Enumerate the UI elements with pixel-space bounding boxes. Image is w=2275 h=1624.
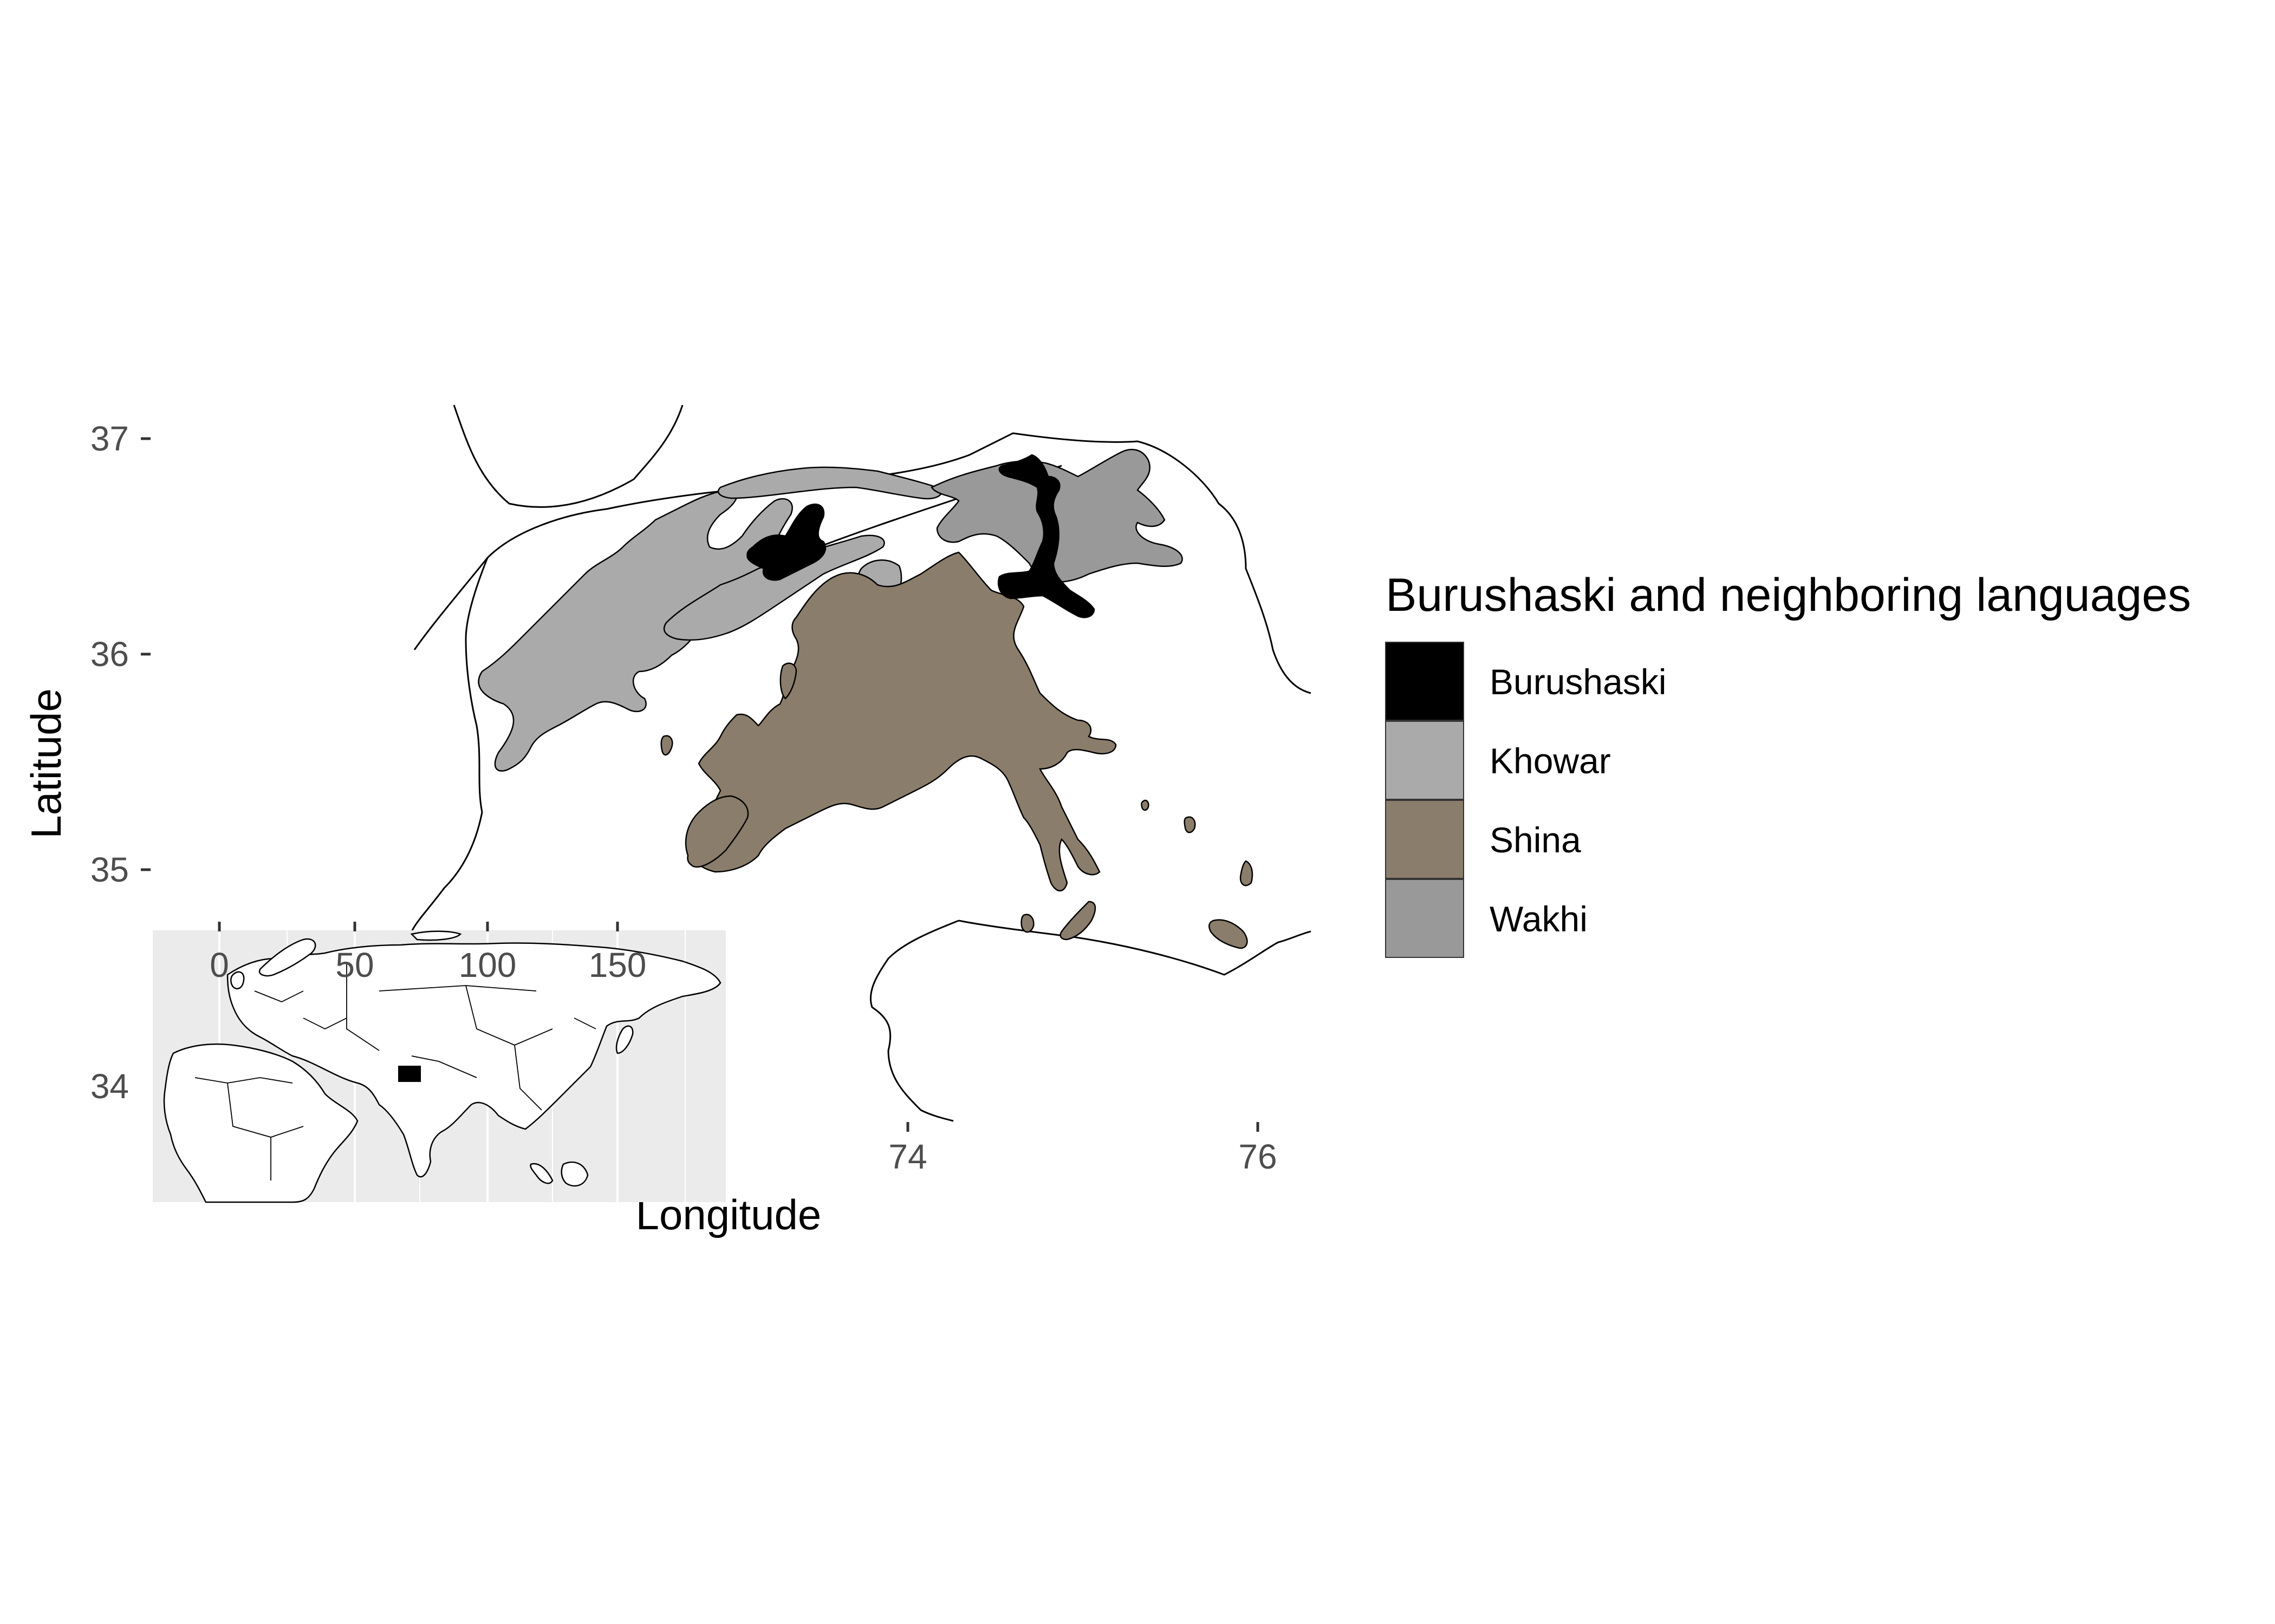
inset-japan <box>615 1025 634 1054</box>
inset-border <box>411 1055 477 1078</box>
legend-label: Wakhi <box>1490 899 1588 939</box>
legend-item-burushaski: Burushaski <box>1385 642 1667 721</box>
region-shina-small-6 <box>1060 901 1096 941</box>
inset-border <box>574 1018 596 1029</box>
inset-africa <box>163 1043 359 1203</box>
legend-label: Shina <box>1490 820 1581 860</box>
inset-x-tick-label: 50 <box>335 945 374 984</box>
region-shina-small-1 <box>779 662 797 700</box>
language-regions <box>478 448 1253 949</box>
legend-item-shina: Shina <box>1385 800 1581 879</box>
y-tick-label: 37 <box>90 419 129 458</box>
region-shina-small-5 <box>1020 914 1035 933</box>
inset-border <box>254 990 304 1002</box>
region-shina-west <box>685 795 749 868</box>
y-tick-label: 34 <box>90 1067 129 1106</box>
y-tick-label: 36 <box>90 635 129 674</box>
legend-item-wakhi: Wakhi <box>1385 879 1588 958</box>
boundary-line-southwest <box>869 919 959 1122</box>
region-khowar <box>478 489 793 772</box>
x-tick-label: 74 <box>888 1137 927 1176</box>
inset-borders <box>194 964 596 1181</box>
inset-border <box>514 1045 542 1111</box>
inset-x-tick-label: 100 <box>459 945 517 984</box>
inset-study-area-highlight <box>398 1066 421 1082</box>
inset-arctic-island <box>410 930 462 941</box>
legend-title: Burushaski and neighboring languages <box>1386 569 2191 621</box>
legend: Burushaski and neighboring languages Bur… <box>1385 569 2191 958</box>
inset-sumatra <box>530 1163 554 1184</box>
inset-britain <box>230 971 245 989</box>
region-shina-small-3 <box>1184 816 1196 833</box>
legend-label: Khowar <box>1490 741 1611 781</box>
region-burushaski-east <box>997 454 1095 618</box>
y-tick-37: 37 <box>90 419 151 458</box>
inset-x-axis: 0 50 100 150 <box>210 922 646 984</box>
inset-map: 0 50 100 150 <box>153 922 726 1203</box>
inset-border <box>346 964 380 1051</box>
x-tick-label: 76 <box>1238 1137 1277 1176</box>
region-khowar-east <box>663 534 885 641</box>
inset-border <box>303 1018 347 1030</box>
inset-x-tick-label: 150 <box>589 945 647 984</box>
region-shina-small-2 <box>660 735 673 756</box>
inset-x-tick-label: 0 <box>210 945 229 984</box>
x-tick-74: 74 <box>888 1122 927 1176</box>
boundary-line-outer <box>413 432 1311 694</box>
inset-border <box>465 985 553 1046</box>
region-wakhi <box>931 448 1183 583</box>
y-tick-35: 35 <box>90 850 151 889</box>
y-axis-title: Latitude <box>22 688 70 839</box>
region-khowar-north <box>717 466 942 500</box>
x-tick-76: 76 <box>1238 1122 1277 1176</box>
boundary-line-south <box>958 919 1311 976</box>
region-shina <box>692 551 1117 892</box>
legend-swatch <box>1385 879 1464 958</box>
inset-landmass <box>163 930 722 1203</box>
y-tick-36: 36 <box>90 635 151 674</box>
inset-border <box>227 1082 304 1138</box>
y-axis: 37 36 35 34 Latitude <box>22 419 151 1106</box>
boundary-line-north <box>453 405 684 508</box>
region-shina-small-7 <box>1208 919 1248 949</box>
x-axis: 74 76 Longitude <box>636 1122 1277 1238</box>
y-tick-label: 35 <box>90 850 129 889</box>
inset-scandinavia <box>258 938 316 977</box>
legend-item-khowar: Khowar <box>1385 721 1611 800</box>
legend-swatch <box>1385 642 1464 721</box>
region-shina-small-4 <box>1239 860 1253 886</box>
inset-eurasia <box>226 942 722 1178</box>
legend-swatch <box>1385 721 1464 800</box>
y-tick-34: 34 <box>90 1067 129 1106</box>
region-burushaski-west <box>746 503 827 581</box>
inset-borneo <box>561 1161 589 1187</box>
region-shina-small-8 <box>1141 799 1149 811</box>
inset-border <box>194 1077 293 1084</box>
legend-swatch <box>1385 800 1464 879</box>
boundary-line-west <box>411 557 489 932</box>
legend-label: Burushaski <box>1490 662 1667 702</box>
